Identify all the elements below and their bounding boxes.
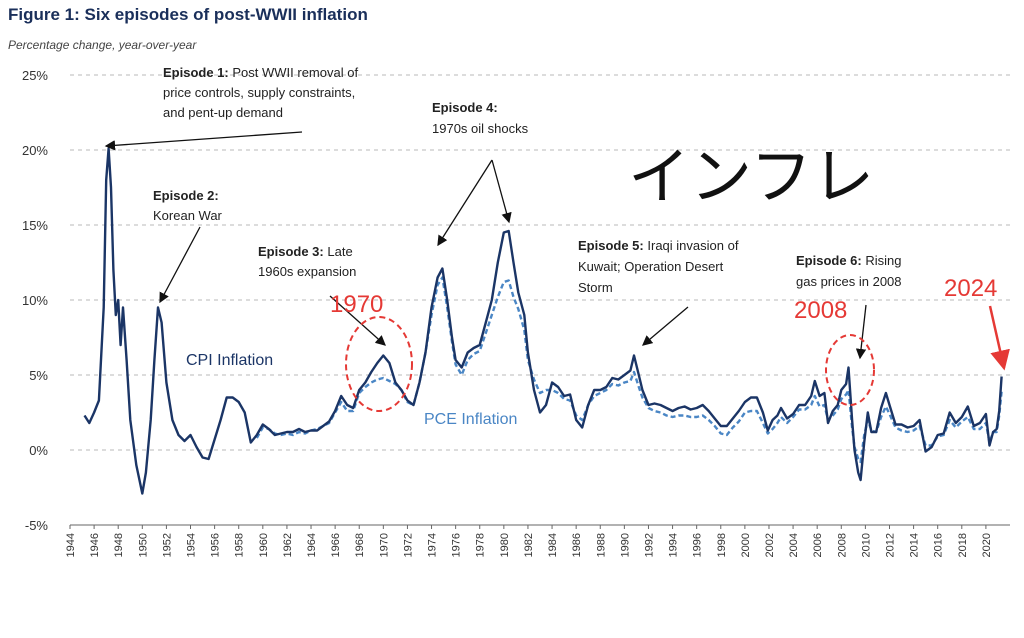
- arrow-episode-6: [855, 304, 867, 360]
- y-tick-label: -5%: [25, 518, 49, 533]
- y-tick-label: 15%: [22, 218, 48, 233]
- episode-3-heading: Episode 3:: [258, 244, 324, 259]
- episode-3-line-2: 1960s expansion: [258, 264, 356, 279]
- overlay-1970-label: 1970: [330, 291, 383, 318]
- x-tick-label: 1992: [643, 533, 655, 557]
- x-tick-label: 1986: [571, 533, 583, 557]
- x-tick-label: 1972: [402, 533, 414, 557]
- x-tick-label: 1974: [427, 533, 439, 557]
- x-tick-label: 1968: [354, 533, 366, 557]
- x-tick-label: 1970: [378, 533, 390, 557]
- overlay-2008-label: 2008: [794, 297, 847, 324]
- annotation-episode-6: Episode 6: Rising gas prices in 2008: [796, 253, 902, 289]
- highlight-circle-2008: [825, 334, 875, 406]
- episode-1-line-3: and pent-up demand: [163, 105, 283, 120]
- chart-subtitle: Percentage change, year-over-year: [8, 38, 197, 52]
- episode-5-line-1: Iraqi invasion of: [647, 238, 738, 253]
- svg-text:Episode 6: Rising: Episode 6: Rising: [796, 253, 902, 268]
- arrow-episode-4a: [437, 159, 493, 247]
- episode-6-line-1: Rising: [865, 253, 901, 268]
- arrow-2024: [988, 305, 1010, 371]
- cpi-series-label: CPI Inflation: [186, 352, 273, 369]
- annotation-episode-5: Episode 5: Iraqi invasion of Kuwait; Ope…: [578, 238, 739, 295]
- y-tick-label: 10%: [22, 293, 48, 308]
- overlay-japanese-text: インフレ: [628, 140, 874, 213]
- x-tick-label: 1950: [137, 533, 149, 557]
- x-tick-label: 1956: [210, 533, 222, 557]
- episode-6-line-2: gas prices in 2008: [796, 274, 902, 289]
- x-tick-label: 2002: [764, 533, 776, 557]
- x-tick-label: 1966: [330, 533, 342, 557]
- episode-6-heading: Episode 6:: [796, 253, 862, 268]
- episode-5-line-2: Kuwait; Operation Desert: [578, 259, 724, 274]
- arrow-episode-2: [159, 226, 201, 304]
- arrow-episode-5: [642, 306, 689, 346]
- x-tick-label: 1946: [89, 533, 101, 557]
- x-tick-label: 1960: [258, 533, 270, 557]
- episode-4-line-1: 1970s oil shocks: [432, 121, 529, 136]
- episode-1-line-2: price controls, supply constraints,: [163, 85, 355, 100]
- x-tick-label: 1978: [475, 533, 487, 557]
- x-tick-label: 2000: [740, 533, 752, 557]
- x-tick-label: 2020: [981, 533, 993, 557]
- y-tick-label: 25%: [22, 68, 48, 83]
- y-tick-label: 5%: [29, 368, 48, 383]
- x-tick-label: 1982: [523, 533, 535, 557]
- x-tick-label: 1980: [499, 533, 511, 557]
- chart-title: Figure 1: Six episodes of post-WWII infl…: [8, 5, 368, 24]
- x-tick-label: 2008: [836, 533, 848, 557]
- annotation-episode-4: Episode 4: 1970s oil shocks: [432, 100, 529, 136]
- cpi-series-line: [83, 147, 1003, 495]
- arrow-episode-1: [104, 131, 303, 151]
- episode-4-heading: Episode 4:: [432, 100, 498, 115]
- x-tick-label: 1976: [451, 533, 463, 557]
- overlay-2024-label: 2024: [944, 275, 997, 302]
- x-tick-label: 1984: [547, 533, 559, 557]
- x-tick-label: 1990: [619, 533, 631, 557]
- pce-series-label: PCE Inflation: [424, 411, 517, 428]
- episode-2-heading: Episode 2:: [153, 188, 219, 203]
- x-tick-label: 2016: [933, 533, 945, 557]
- x-tick-label: 1944: [65, 533, 77, 557]
- annotation-episode-3: Episode 3: Late 1960s expansion: [258, 244, 356, 279]
- x-tick-label: 1996: [692, 533, 704, 557]
- x-tick-label: 2018: [957, 533, 969, 557]
- svg-text:Episode 1: Post WWII removal o: Episode 1: Post WWII removal of: [163, 65, 358, 80]
- highlight-circle-1970: [345, 316, 413, 412]
- x-tick-label: 2006: [812, 533, 824, 557]
- x-tick-label: 2010: [860, 533, 872, 557]
- episode-1-heading: Episode 1:: [163, 65, 229, 80]
- x-tick-label: 1948: [113, 533, 125, 557]
- annotation-episode-1: Episode 1: Post WWII removal of price co…: [163, 65, 358, 120]
- svg-text:Episode 3: Late: Episode 3: Late: [258, 244, 353, 259]
- y-tick-label: 0%: [29, 443, 48, 458]
- x-tick-label: 2014: [909, 533, 921, 557]
- x-tick-label: 1962: [282, 533, 294, 557]
- x-tick-label: 1994: [668, 533, 680, 557]
- series-layer: [83, 147, 1003, 495]
- arrow-episode-3: [329, 295, 386, 346]
- x-axis-ticks: 1944 1946 1948 1950 1952 1954 1956 1958 1960 1962…: [65, 525, 993, 557]
- x-tick-label: 1998: [716, 533, 728, 557]
- x-tick-label: 2004: [788, 533, 800, 557]
- episode-5-line-3: Storm: [578, 280, 613, 295]
- y-tick-label: 20%: [22, 143, 48, 158]
- annotation-episode-2: Episode 2: Korean War: [153, 188, 223, 223]
- x-tick-label: 1988: [595, 533, 607, 557]
- y-axis-ticks: -5% 0% 5% 10% 15% 20% 25%: [22, 68, 48, 533]
- arrow-episode-4b: [491, 159, 512, 224]
- x-tick-label: 1952: [161, 533, 173, 557]
- x-tick-label: 2012: [884, 533, 896, 557]
- x-tick-label: 1954: [186, 533, 198, 557]
- pce-series-line: [255, 276, 1003, 464]
- x-tick-label: 1964: [306, 533, 318, 557]
- svg-text:Episode 5: Iraqi invasion of: Episode 5: Iraqi invasion of: [578, 238, 739, 253]
- episode-1-line-1: Post WWII removal of: [232, 65, 358, 80]
- x-tick-label: 1958: [234, 533, 246, 557]
- episode-2-line-1: Korean War: [153, 208, 223, 223]
- episode-5-heading: Episode 5:: [578, 238, 644, 253]
- episode-3-line-1: Late: [327, 244, 352, 259]
